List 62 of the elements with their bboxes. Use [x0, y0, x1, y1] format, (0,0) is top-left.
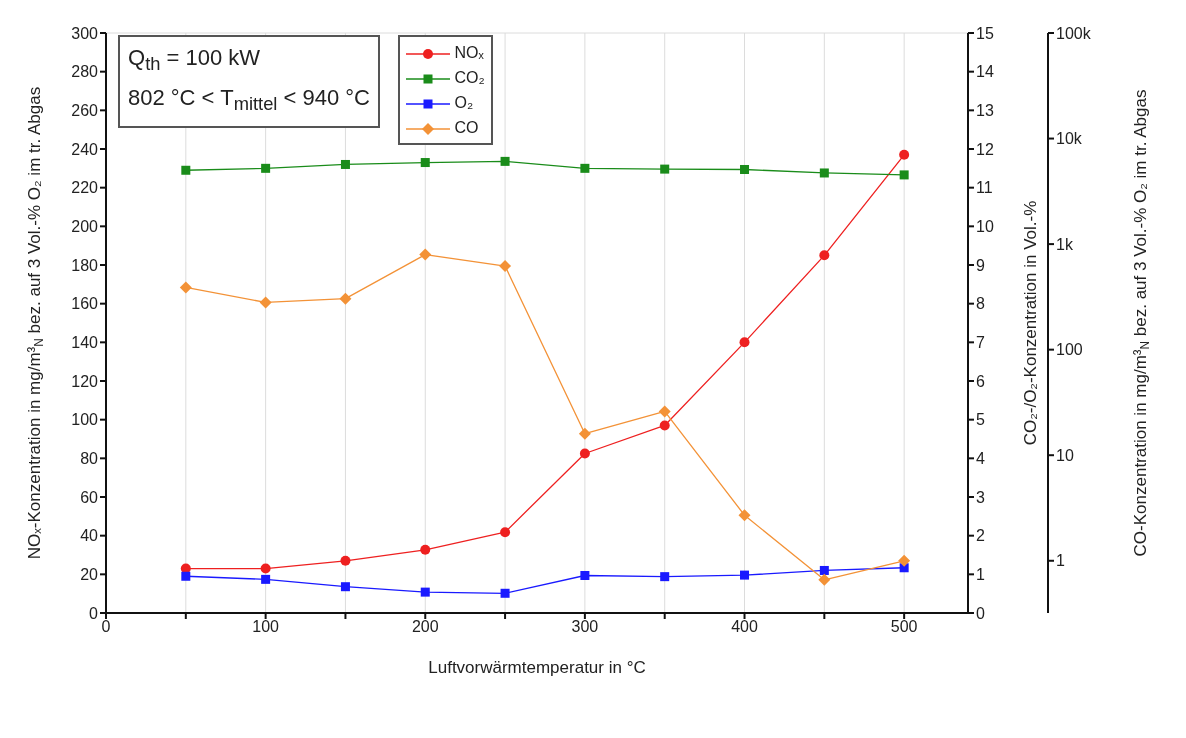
- point: [818, 573, 831, 586]
- y-tick-label: 140: [71, 334, 99, 352]
- point: [179, 281, 192, 294]
- y-tick-label: 260: [71, 102, 99, 120]
- y-tick-label: 100: [71, 411, 99, 429]
- y3-tick-label: 10k: [1056, 130, 1083, 148]
- y-tick-label: 0: [89, 604, 99, 622]
- point: [339, 292, 352, 305]
- x-axis-title: Luftvorwärmtemperatur in °C: [428, 658, 646, 677]
- y-tick-label: 300: [71, 24, 99, 42]
- x-tick-label: 400: [731, 618, 758, 636]
- y2-tick-label: 4: [976, 450, 985, 468]
- point: [578, 427, 591, 440]
- y-tick-label: 280: [71, 63, 99, 81]
- y3-tick-label: 1k: [1056, 235, 1074, 253]
- x-tick-label: 100: [252, 618, 280, 636]
- y2-tick-label: 11: [976, 179, 993, 197]
- point: [419, 248, 432, 261]
- y2-tick-label: 3: [976, 488, 985, 506]
- y2-tick-label: 2: [976, 527, 985, 545]
- y2-tick-label: 5: [976, 411, 985, 429]
- legend-label: CO: [454, 119, 479, 136]
- y-tick-label: 240: [71, 140, 99, 158]
- y2-tick-label: 9: [976, 256, 985, 274]
- x-tick-label: 500: [890, 618, 918, 636]
- y3-tick-label: 10: [1056, 446, 1074, 464]
- y2-tick-label: 13: [976, 102, 994, 120]
- y2-tick-label: 14: [976, 63, 994, 81]
- x-tick-label: 0: [101, 618, 111, 636]
- x-tick-label: 300: [571, 618, 599, 636]
- y3-tick-label: 100k: [1056, 24, 1092, 42]
- y-tick-label: 80: [80, 450, 99, 468]
- y-tick-label: 200: [71, 218, 99, 236]
- y2-tick-label: 8: [976, 295, 985, 313]
- y3-tick-label: 1: [1056, 552, 1065, 570]
- y2-tick-label: 15: [976, 24, 994, 42]
- point: [898, 554, 911, 567]
- y-tick-label: 120: [71, 372, 99, 390]
- x-tick-label: 200: [411, 618, 439, 636]
- point: [499, 260, 512, 273]
- y3-tick-label: 100: [1056, 341, 1083, 359]
- y-tick-label: 40: [80, 527, 99, 545]
- annotation: 802 °C < T$_{mittel}$ < 940 °C: [128, 85, 370, 115]
- y-tick-label: 220: [71, 179, 99, 197]
- y2-axis-title: CO₂-/O₂-Konzentration in Vol.-%: [1021, 200, 1040, 446]
- point: [738, 509, 751, 522]
- y-tick-label: 20: [80, 566, 99, 584]
- legend-label: CO₂: [454, 69, 485, 86]
- point: [259, 296, 272, 309]
- y2-tick-label: 1: [976, 566, 985, 584]
- legend-label: NOₓ: [454, 44, 484, 61]
- y2-tick-label: 0: [976, 604, 985, 622]
- point: [658, 405, 671, 418]
- annotation: Q$_{th}$ = 100 kW: [128, 45, 261, 75]
- legend-label: O₂: [454, 94, 474, 111]
- y-tick-label: 60: [80, 488, 99, 506]
- y2-tick-label: 12: [976, 140, 994, 158]
- y2-tick-label: 6: [976, 372, 985, 390]
- y2-tick-label: 7: [976, 334, 985, 352]
- y-tick-label: 160: [71, 295, 99, 313]
- y2-tick-label: 10: [976, 218, 994, 236]
- y-tick-label: 180: [71, 256, 99, 274]
